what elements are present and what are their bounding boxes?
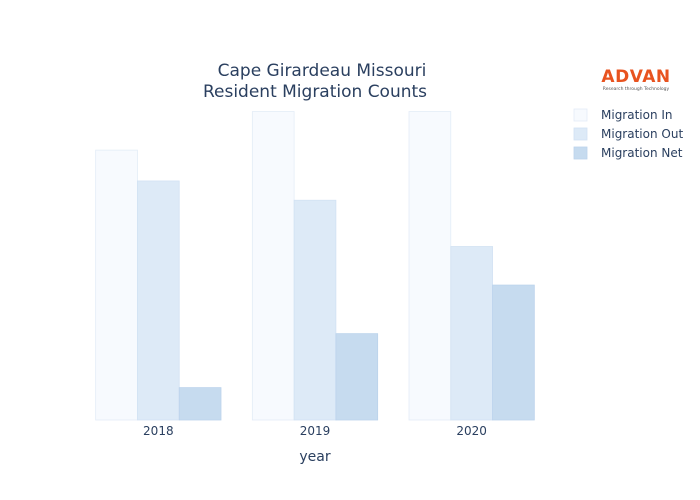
x-axis-title: year xyxy=(299,449,330,465)
bar-migration-in-2019[interactable] xyxy=(251,111,295,421)
legend-swatch xyxy=(573,108,588,122)
bars-layer xyxy=(95,111,535,421)
chart-title: Cape Girardeau Missouri Resident Migrati… xyxy=(203,61,427,102)
legend-label: Migration In xyxy=(601,108,673,122)
legend[interactable]: Migration In Migration Out Migration Net xyxy=(573,108,683,160)
x-tick-label: 2019 xyxy=(300,424,331,438)
chart-title-line-2: Resident Migration Counts xyxy=(203,82,427,102)
bar-migration-net-2018[interactable] xyxy=(178,387,222,421)
bar-migration-out-2019[interactable] xyxy=(293,199,337,421)
advan-logo: ADVAN Research through Technology xyxy=(601,67,670,92)
legend-item-migration-net[interactable]: Migration Net xyxy=(573,146,683,160)
legend-item-migration-in[interactable]: Migration In xyxy=(573,108,673,122)
bar-migration-out-2018[interactable] xyxy=(137,180,180,421)
bar-migration-out-2020[interactable] xyxy=(450,246,493,421)
bar-migration-in-2018[interactable] xyxy=(95,149,138,421)
legend-swatch xyxy=(573,146,588,160)
legend-label: Migration Out xyxy=(601,127,683,141)
x-tick-label: 2020 xyxy=(456,424,487,438)
chart-title-line-1: Cape Girardeau Missouri xyxy=(218,61,427,81)
x-tick-label: 2018 xyxy=(143,424,174,438)
logo-wordmark: ADVAN xyxy=(601,67,670,87)
x-axis-ticks: 2018 2019 2020 xyxy=(143,424,487,438)
bar-migration-net-2020[interactable] xyxy=(492,284,535,421)
bar-migration-net-2019[interactable] xyxy=(335,333,379,421)
logo-tagline: Research through Technology xyxy=(603,86,670,92)
legend-item-migration-out[interactable]: Migration Out xyxy=(573,127,683,141)
legend-swatch xyxy=(573,127,588,141)
bar-migration-in-2020[interactable] xyxy=(408,111,452,421)
legend-label: Migration Net xyxy=(601,146,683,160)
